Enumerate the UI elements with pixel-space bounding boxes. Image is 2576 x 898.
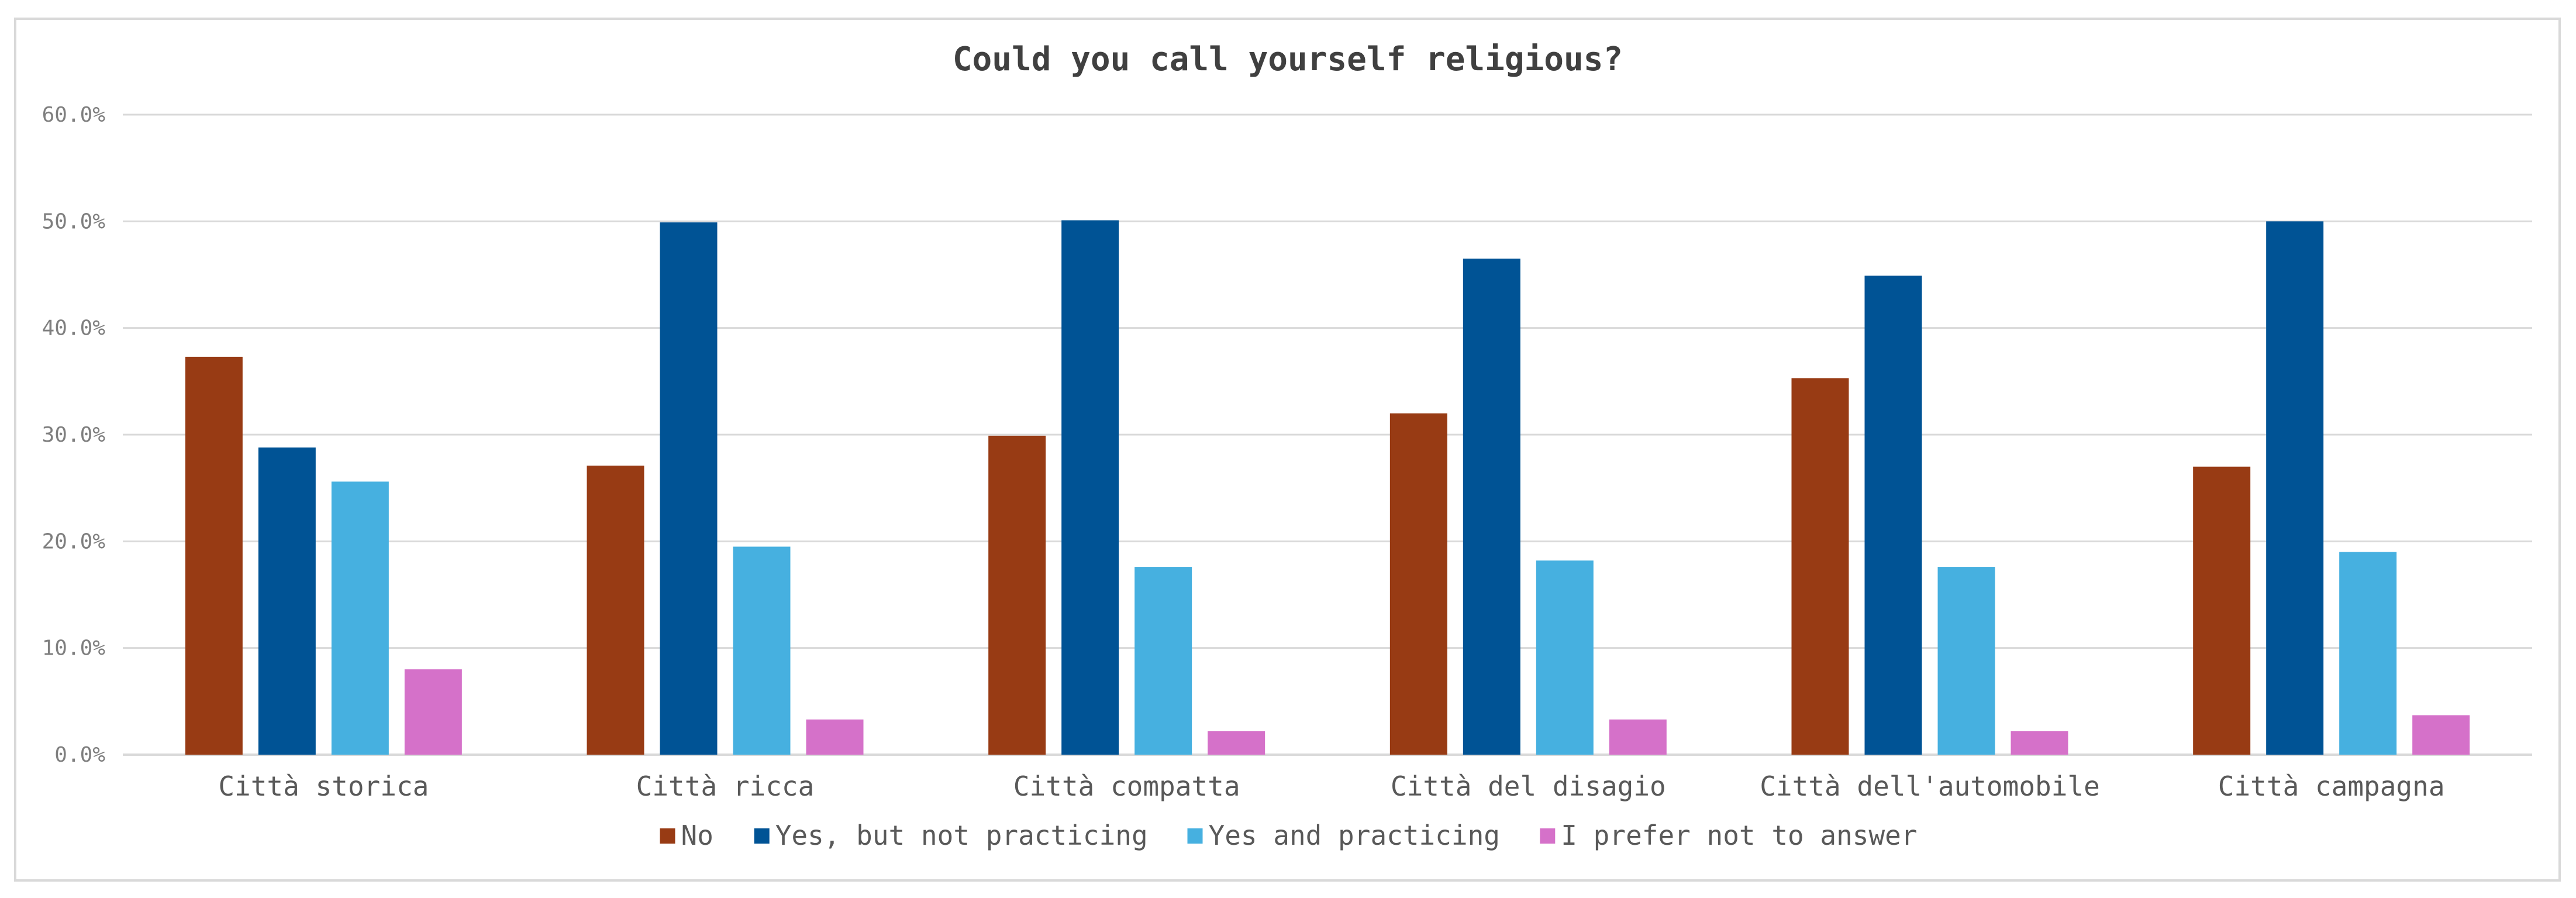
legend-swatch bbox=[660, 828, 675, 844]
y-tick-label: 30.0% bbox=[42, 423, 106, 447]
bar-i-prefer-not-to-answer bbox=[806, 719, 864, 755]
bar-yes-and-practicing bbox=[2339, 552, 2397, 755]
bar-i-prefer-not-to-answer bbox=[1609, 719, 1667, 755]
legend-swatch bbox=[1187, 828, 1203, 844]
y-tick-label: 40.0% bbox=[42, 316, 106, 340]
bar-i-prefer-not-to-answer bbox=[1208, 731, 1265, 755]
bar-yes-but-not-practicing bbox=[1061, 220, 1119, 755]
bar-i-prefer-not-to-answer bbox=[404, 669, 462, 755]
legend-swatch bbox=[754, 828, 770, 844]
x-category-label: Città ricca bbox=[636, 770, 815, 802]
legend-label: Yes and practicing bbox=[1209, 820, 1501, 851]
bar-no bbox=[1791, 378, 1849, 755]
bar-yes-and-practicing bbox=[733, 546, 791, 755]
bar-yes-and-practicing bbox=[1536, 560, 1594, 755]
bar-yes-but-not-practicing bbox=[1463, 259, 1520, 755]
legend-label: Yes, but not practicing bbox=[775, 820, 1148, 851]
x-axis-categories: Città storica Città ricca Città compatta Ci… bbox=[218, 770, 2444, 802]
bar-yes-but-not-practicing bbox=[1864, 276, 1922, 755]
y-tick-label: 0.0% bbox=[54, 743, 105, 767]
y-axis-ticks: 0.0% 10.0% 20.0% 30.0% 40.0% 50.0% 60.0% bbox=[42, 103, 106, 767]
chart-title: Could you call yourself religious? bbox=[953, 40, 1623, 78]
legend-label: I prefer not to answer bbox=[1561, 820, 1917, 851]
bars bbox=[185, 220, 2470, 755]
bar-yes-but-not-practicing bbox=[2266, 221, 2324, 755]
y-tick-label: 60.0% bbox=[42, 103, 106, 127]
x-category-label: Città del disagio bbox=[1391, 770, 1666, 802]
bar-yes-and-practicing bbox=[1937, 567, 1995, 755]
bar-no bbox=[988, 435, 1046, 755]
bar-yes-and-practicing bbox=[1134, 567, 1192, 755]
legend-label: No bbox=[681, 820, 713, 851]
bar-no bbox=[587, 465, 644, 755]
x-category-label: Città storica bbox=[218, 770, 429, 802]
legend: No Yes, but not practicing Yes and practic… bbox=[660, 820, 1918, 851]
bar-no bbox=[185, 356, 243, 755]
legend-swatch bbox=[1540, 828, 1556, 844]
bar-yes-and-practicing bbox=[331, 481, 389, 755]
x-category-label: Città campagna bbox=[2218, 770, 2445, 802]
gridlines bbox=[123, 113, 2532, 756]
bar-no bbox=[2193, 466, 2251, 755]
bar-yes-but-not-practicing bbox=[660, 222, 718, 755]
bar-i-prefer-not-to-answer bbox=[2412, 715, 2470, 755]
x-category-label: Città dell'automobile bbox=[1760, 770, 2100, 802]
bar-no bbox=[1389, 413, 1447, 755]
y-tick-label: 50.0% bbox=[42, 209, 106, 233]
x-category-label: Città compatta bbox=[1013, 770, 1240, 802]
bar-yes-but-not-practicing bbox=[258, 447, 316, 755]
bar-i-prefer-not-to-answer bbox=[2011, 731, 2068, 755]
y-tick-label: 10.0% bbox=[42, 636, 106, 660]
y-tick-label: 20.0% bbox=[42, 529, 106, 553]
